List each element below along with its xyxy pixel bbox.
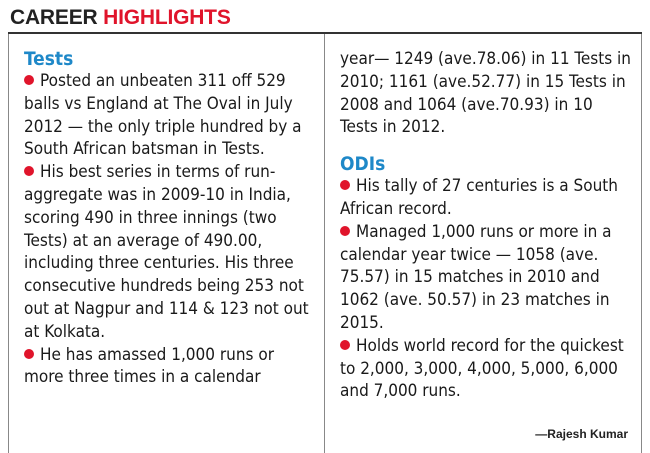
tests-item-3-continued: year— 1249 (ave.78.06) in 11 Tests in 20…: [340, 49, 632, 138]
item-text: Managed 1,000 runs or more in a calendar…: [340, 221, 612, 333]
item-text: His best series in terms of run-aggregat…: [24, 162, 309, 342]
bullet-icon: [340, 225, 350, 236]
bullet-icon: [340, 180, 350, 191]
column-divider: [324, 34, 325, 453]
bullet-icon: [340, 339, 350, 350]
title-part-career: CAREER: [10, 6, 104, 29]
odis-heading: ODIs: [340, 153, 386, 176]
tests-item-2: His best series in terms of run-aggregat…: [24, 161, 316, 343]
left-column: Tests Posted an unbeaten 311 off 529 bal…: [24, 48, 316, 389]
item-text: Holds world record for the quickest to 2…: [340, 335, 624, 402]
content-box: [8, 34, 642, 453]
odis-item-2: Managed 1,000 runs or more in a calendar…: [340, 221, 632, 335]
tests-heading: Tests: [24, 48, 74, 70]
odis-item-1: His tally of 27 centuries is a South Afr…: [340, 175, 632, 221]
item-text: His tally of 27 centuries is a South Afr…: [340, 176, 618, 219]
byline: —Rajesh Kumar: [535, 427, 628, 441]
item-text: Posted an unbeaten 311 off 529 balls vs …: [24, 71, 302, 160]
bullet-icon: [24, 75, 34, 85]
tests-item-3: He has amassed 1,000 runs or more three …: [24, 344, 316, 390]
bullet-icon: [24, 166, 34, 177]
title-part-highlights: HIGHLIGHTS: [103, 6, 231, 29]
tests-item-1: Posted an unbeaten 311 off 529 balls vs …: [24, 70, 316, 161]
odis-item-3: Holds world record for the quickest to 2…: [340, 335, 632, 403]
page-title: CAREER HIGHLIGHTS: [10, 6, 231, 32]
item-text: He has amassed 1,000 runs or more three …: [24, 344, 274, 388]
header-rule: [8, 32, 642, 34]
right-column: year— 1249 (ave.78.06) in 11 Tests in 20…: [340, 48, 632, 403]
bullet-icon: [24, 348, 34, 359]
